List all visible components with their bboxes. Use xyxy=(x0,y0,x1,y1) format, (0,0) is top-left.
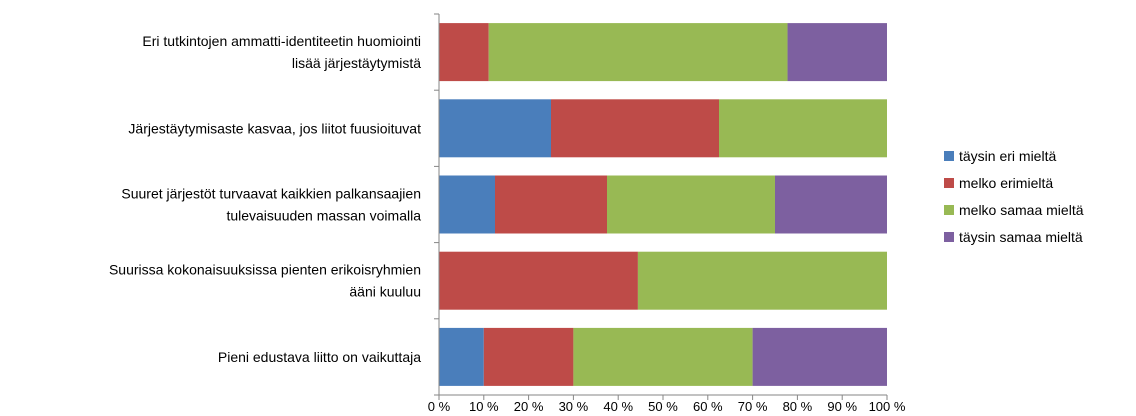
category-labels-group: Eri tutkintojen ammatti-identiteetin huo… xyxy=(109,33,421,365)
tick-labels-group: 0 % 10 % 20 % 30 % 40 % 50 % 60 % 70 % 80 % 90 % 1… xyxy=(428,399,906,414)
bar-segment-1-4 xyxy=(787,23,887,82)
bar-segment-3-4 xyxy=(775,175,887,234)
bar-segment-5-2 xyxy=(483,327,574,386)
category-label-3-line-1: Suuret järjestöt turvaavat kaikkien palk… xyxy=(121,186,421,202)
bar-segment-4-2 xyxy=(439,251,638,310)
bars-group xyxy=(439,23,887,386)
x-tick-label-9: 80 % xyxy=(783,399,813,414)
legend-label-4: täysin samaa mieltä xyxy=(959,229,1083,245)
bar-segment-3-3 xyxy=(607,175,775,234)
category-label-2-line-1: Järjestäytymisaste kasvaa, jos liitot fu… xyxy=(128,120,421,136)
category-label-1-line-1: Eri tutkintojen ammatti-identiteetin huo… xyxy=(142,33,421,49)
bar-segment-1-3 xyxy=(488,23,788,82)
legend-swatch-2 xyxy=(944,178,954,188)
category-label-4-line-2: ääni kuuluu xyxy=(349,284,421,300)
x-tick-label-6: 50 % xyxy=(648,399,678,414)
legend-label-2: melko erimieltä xyxy=(959,175,1053,191)
x-tick-label-2: 10 % xyxy=(469,399,499,414)
bar-segment-4-3 xyxy=(637,251,887,310)
x-tick-label-7: 60 % xyxy=(693,399,723,414)
bar-segment-5-4 xyxy=(752,327,887,386)
bar-segment-2-3 xyxy=(719,99,887,158)
x-tick-label-10: 90 % xyxy=(827,399,857,414)
bar-segment-3-2 xyxy=(495,175,607,234)
bar-segment-2-2 xyxy=(551,99,719,158)
x-tick-label-8: 70 % xyxy=(738,399,768,414)
axes-group xyxy=(434,13,888,400)
x-tick-label-5: 40 % xyxy=(603,399,633,414)
category-label-4-line-1: Suurissa kokonaisuuksissa pienten erikoi… xyxy=(109,262,421,278)
legend: täysin eri mieltä melko erimieltä melko sa… xyxy=(944,148,1084,245)
legend-label-1: täysin eri mieltä xyxy=(959,148,1056,164)
bar-segment-5-1 xyxy=(439,327,484,386)
bar-segment-5-3 xyxy=(573,327,753,386)
legend-label-3: melko samaa mieltä xyxy=(959,202,1084,218)
bar-segment-1-2 xyxy=(439,23,489,82)
x-tick-label-1: 0 % xyxy=(428,399,451,414)
category-label-1-line-2: lisää järjestäytymistä xyxy=(292,55,421,71)
category-label-3-line-2: tulevaisuuden massan voimalla xyxy=(226,208,421,224)
legend-swatch-1 xyxy=(944,151,954,161)
category-label-5-line-1: Pieni edustava liitto on vaikuttaja xyxy=(218,349,421,365)
legend-swatch-3 xyxy=(944,205,954,215)
x-tick-label-4: 30 % xyxy=(559,399,589,414)
x-tick-label-11: 100 % xyxy=(869,399,906,414)
bar-segment-2-1 xyxy=(439,99,551,158)
legend-swatch-4 xyxy=(944,232,954,242)
x-tick-label-3: 20 % xyxy=(514,399,544,414)
bar-segment-3-1 xyxy=(439,175,495,234)
